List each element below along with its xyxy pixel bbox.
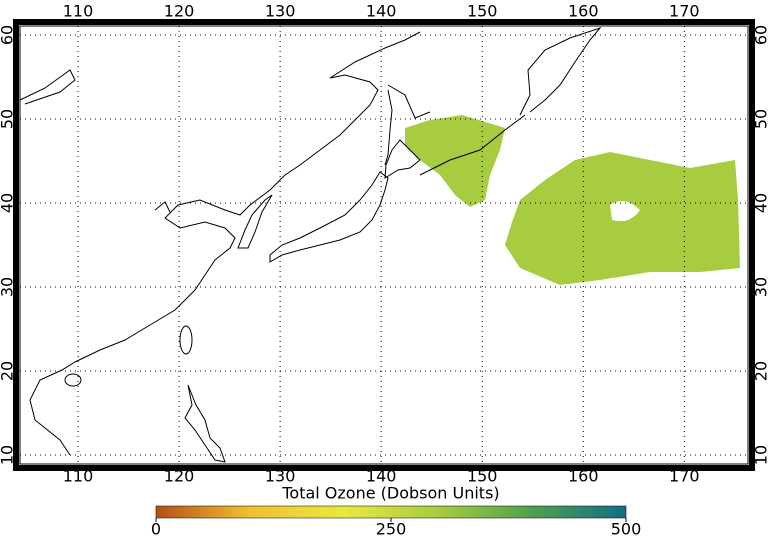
y-tick-label-right: 60 [752, 25, 771, 45]
x-tick-label-bottom: 140 [366, 467, 397, 486]
x-tick-label-bottom: 110 [63, 467, 94, 486]
y-tick-label-left: 30 [0, 277, 17, 297]
x-tick-label-top: 120 [164, 2, 195, 21]
y-tick-label-right: 30 [752, 277, 771, 297]
frame-inner [19, 25, 749, 465]
x-tick-label-bottom: 130 [265, 467, 296, 486]
coastlines [19, 26, 602, 463]
x-tick-label-bottom: 150 [467, 467, 498, 486]
y-tick-label-right: 40 [752, 193, 771, 213]
y-tick-label-right: 20 [752, 361, 771, 381]
x-tick-label-top: 170 [669, 2, 700, 21]
y-tick-label-left: 10 [0, 445, 17, 465]
colorbar [155, 505, 627, 519]
x-tick-label-top: 130 [265, 2, 296, 21]
ozone-swaths [405, 115, 740, 285]
x-tick-label-top: 140 [366, 2, 397, 21]
colorbar-title: Total Ozone (Dobson Units) [281, 484, 499, 503]
colorbar-tick-label: 250 [376, 520, 407, 539]
x-tick-label-top: 150 [467, 2, 498, 21]
y-tick-label-left: 50 [0, 109, 17, 129]
y-tick-label-left: 20 [0, 361, 17, 381]
x-tick-label-bottom: 170 [669, 467, 700, 486]
frame [13, 19, 755, 471]
y-tick-label-right: 50 [752, 109, 771, 129]
x-tick-label-top: 110 [63, 2, 94, 21]
colorbar-tick-label: 500 [611, 520, 642, 539]
x-tick-label-bottom: 120 [164, 467, 195, 486]
y-tick-label-right: 10 [752, 445, 771, 465]
colorbar-tick-label: 0 [151, 520, 161, 539]
x-tick-label-top: 160 [568, 2, 599, 21]
y-tick-label-left: 60 [0, 25, 17, 45]
y-tick-label-left: 40 [0, 193, 17, 213]
x-tick-label-bottom: 160 [568, 467, 599, 486]
